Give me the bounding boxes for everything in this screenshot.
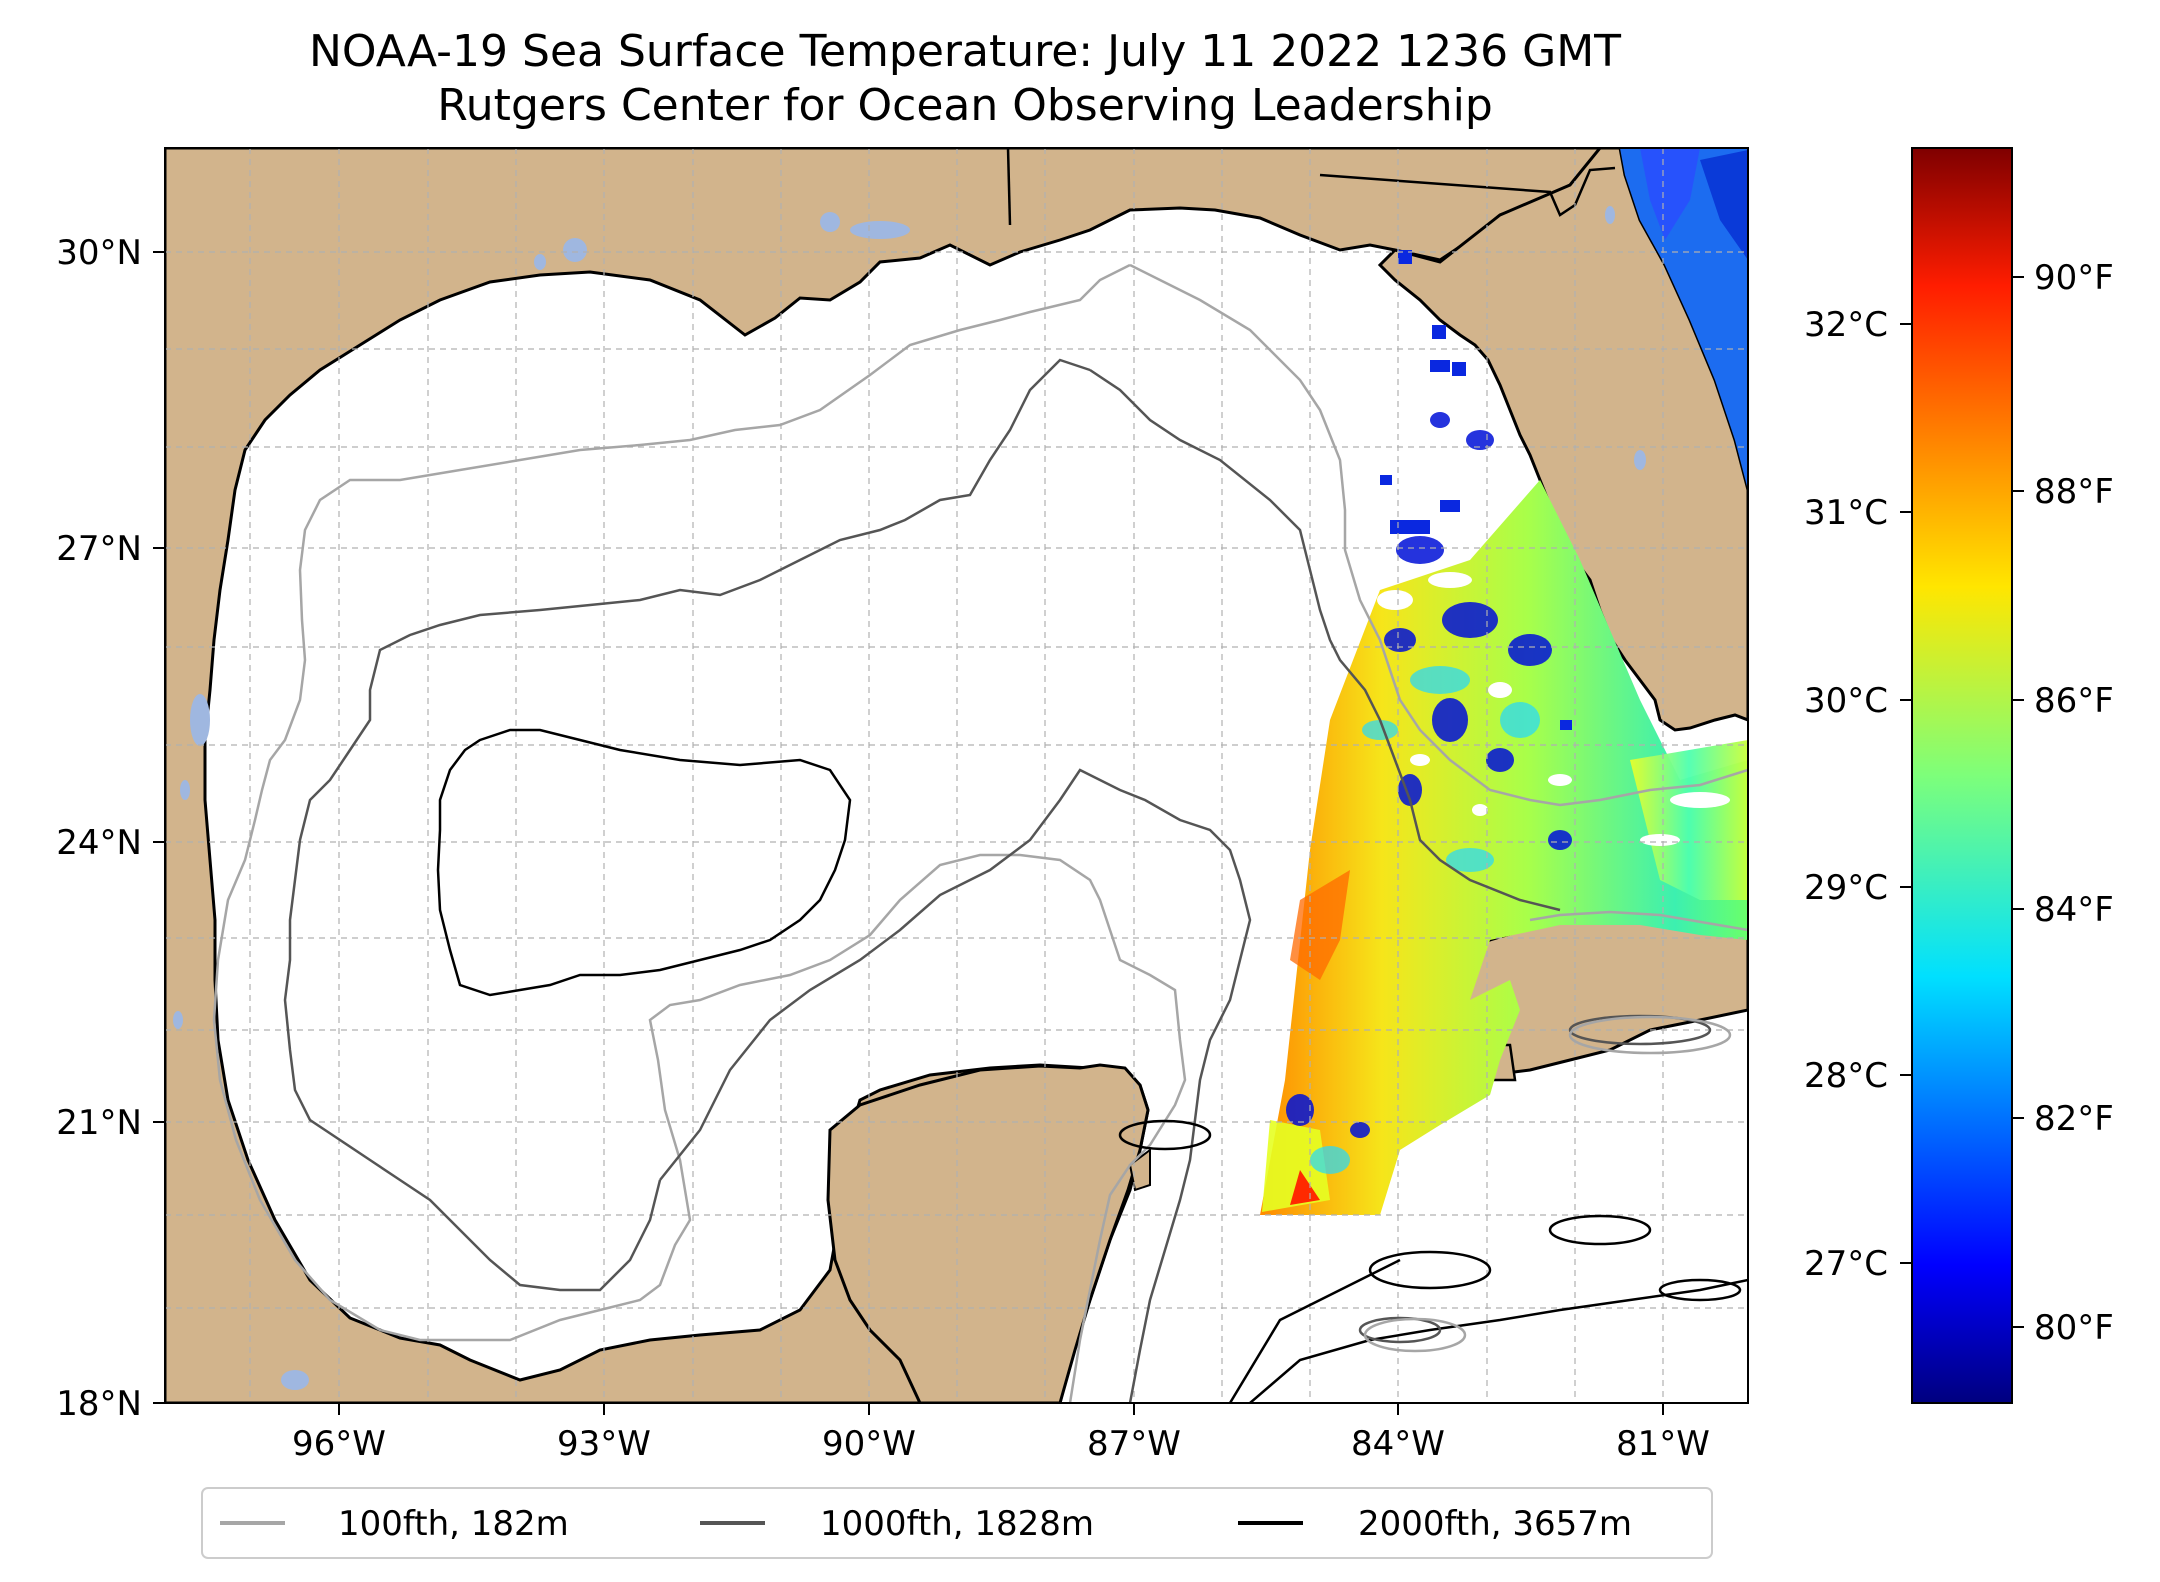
fahrenheit-label-86: 86°F bbox=[2034, 681, 2114, 721]
celsius-label-28: 28°C bbox=[1804, 1056, 1888, 1096]
atlantic-sst-region bbox=[1620, 148, 1748, 490]
legend-label-100fth: 100fth, 182m bbox=[338, 1504, 569, 1544]
contour-1000fth bbox=[283, 358, 1561, 1403]
celsius-label-30: 30°C bbox=[1804, 681, 1888, 721]
lon-label-93: 93°W bbox=[557, 1424, 651, 1464]
fahrenheit-label-84: 84°F bbox=[2034, 890, 2114, 930]
fahrenheit-label-88: 88°F bbox=[2034, 472, 2114, 512]
latitude-labels: 30°N 27°N 24°N 21°N 18°N bbox=[56, 233, 142, 1424]
lat-label-18: 18°N bbox=[56, 1384, 142, 1424]
legend-label-2000fth: 2000fth, 3657m bbox=[1358, 1504, 1632, 1544]
map-area bbox=[165, 148, 1748, 1403]
lat-label-27: 27°N bbox=[56, 529, 142, 569]
lat-label-24: 24°N bbox=[56, 823, 142, 863]
fahrenheit-label-90: 90°F bbox=[2034, 258, 2114, 298]
lon-label-96: 96°W bbox=[292, 1424, 386, 1464]
lon-label-90: 90°W bbox=[822, 1424, 916, 1464]
lat-label-21: 21°N bbox=[56, 1103, 142, 1143]
map-frame bbox=[164, 147, 1749, 1404]
fahrenheit-label-80: 80°F bbox=[2034, 1308, 2114, 1348]
colorbar-celsius-labels: 32°C 31°C 30°C 29°C 28°C 27°C bbox=[1804, 305, 1888, 1284]
celsius-label-29: 29°C bbox=[1804, 868, 1888, 908]
lon-label-81: 81°W bbox=[1616, 1424, 1710, 1464]
celsius-label-31: 31°C bbox=[1804, 493, 1888, 533]
map-title-line-1: NOAA-19 Sea Surface Temperature: July 11… bbox=[308, 26, 1622, 77]
celsius-label-27: 27°C bbox=[1804, 1244, 1888, 1284]
fahrenheit-label-82: 82°F bbox=[2034, 1099, 2114, 1139]
lat-label-30: 30°N bbox=[56, 233, 142, 273]
lon-label-84: 84°W bbox=[1351, 1424, 1445, 1464]
yucatan-land bbox=[826, 1063, 1150, 1403]
lon-label-87: 87°W bbox=[1087, 1424, 1181, 1464]
axis-ticks bbox=[153, 251, 1664, 1415]
celsius-label-32: 32°C bbox=[1804, 305, 1888, 345]
colorbar-ticks bbox=[1900, 276, 2024, 1328]
colorbar-fahrenheit-labels: 90°F 88°F 86°F 84°F 82°F 80°F bbox=[2034, 258, 2114, 1348]
contour-legend: 100fth, 182m 1000fth, 1828m 2000fth, 365… bbox=[201, 1487, 1713, 1559]
gridlines bbox=[165, 148, 1748, 1403]
contour-100fth bbox=[212, 263, 1748, 1403]
map-title-line-2: Rutgers Center for Ocean Observing Leade… bbox=[437, 80, 1493, 131]
contour-2000fth bbox=[436, 728, 852, 997]
colorbar bbox=[1911, 147, 2013, 1404]
longitude-labels: 96°W 93°W 90°W 87°W 84°W 81°W bbox=[292, 1424, 1710, 1464]
legend-label-1000fth: 1000fth, 1828m bbox=[820, 1504, 1094, 1544]
